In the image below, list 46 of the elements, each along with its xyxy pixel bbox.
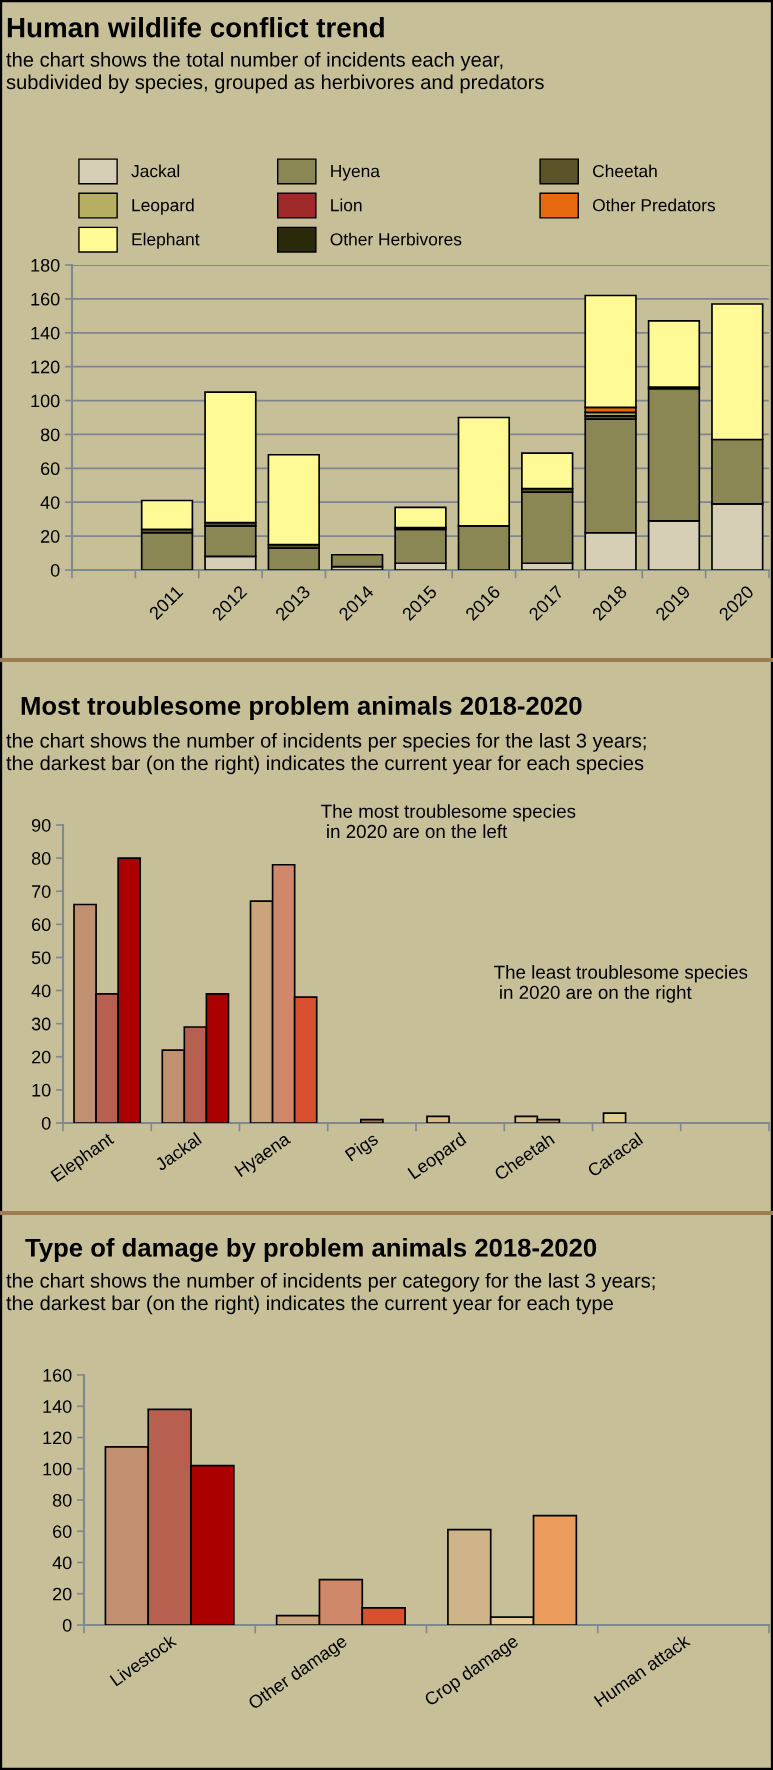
y-tick-label: 80 [52,1493,72,1507]
y-tick-label: 0 [62,1618,72,1632]
legend-label: Lion [331,198,362,212]
y-tick-label: 90 [31,818,51,832]
y-tick-label: 140 [31,326,60,340]
annotation: The most troublesome species in 2020 are on the left [321,804,576,839]
legend-label: Leopard [132,198,194,215]
chart-subtitle: the chart shows the total number of incidents each year, subdivided by species, grouped as herbivores and predators [6,52,544,94]
y-tick-label: 0 [41,1116,51,1130]
chart-subtitle: the chart shows the number of incidents per species for the last 3 years; the darkest bar (on the right) indicates the current year for each species [6,733,646,775]
chart-title: Type of damage by problem animals 2018-2020 [25,1237,597,1263]
y-tick-label: 180 [31,258,60,272]
y-tick-label: 100 [43,1462,72,1476]
y-tick-label: 10 [32,1083,51,1097]
legend-label: Jackal [131,164,180,178]
y-tick-label: 40 [31,984,51,998]
y-tick-label: 80 [40,428,60,442]
chart-title: Most troublesome problem animals 2018-2020 [21,696,582,720]
y-tick-label: 60 [41,462,60,476]
y-tick-label: 60 [32,918,51,932]
y-tick-label: 40 [40,496,60,509]
chart-subtitle: the chart shows the number of incidents per category for the last 3 years; the darkest bar (on the right) indicates the current year for each type [6,1273,655,1315]
y-tick-label: 20 [32,1050,51,1064]
y-tick-label: 100 [31,394,60,408]
annotation: The least troublesome species in 2020 are on the right [494,965,748,1003]
y-tick-label: 0 [50,563,60,577]
y-tick-label: 20 [53,1587,72,1601]
y-tick-label: 140 [43,1400,72,1413]
y-tick-label: 50 [31,951,51,965]
legend-label: Hyena [331,165,380,181]
legend-label: Elephant [132,232,200,249]
y-tick-label: 80 [31,852,51,865]
x-tick-label: Pigs [344,1131,381,1165]
chart-title: Human wildlife conflict trend [7,17,384,38]
y-tick-label: 70 [32,885,51,898]
y-tick-label: 20 [41,530,60,543]
legend-label: Other Predators [592,198,716,212]
y-tick-label: 160 [43,1368,72,1382]
y-tick-label: 60 [53,1525,72,1538]
y-tick-label: 40 [52,1556,72,1570]
y-tick-label: 120 [31,360,60,374]
legend-label: Other Herbivores [330,232,462,246]
y-tick-label: 160 [31,292,60,306]
y-tick-label: 120 [43,1431,72,1445]
y-tick-label: 30 [31,1017,51,1031]
legend-label: Cheetah [593,164,657,178]
